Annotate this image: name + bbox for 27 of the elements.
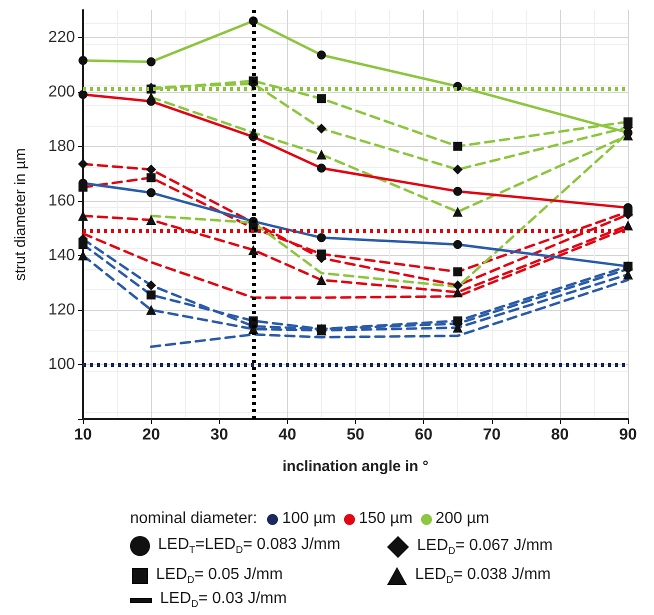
y-axis-title: strut diameter in µm <box>12 148 29 281</box>
x-tick-label: 60 <box>414 426 433 444</box>
text: LED$_{T}$=LED$_{D}$= 0.083 J/mm <box>158 536 340 556</box>
y-tick-label: 160 <box>48 192 76 210</box>
text: nominal diameter: <box>130 510 258 528</box>
text: LED$_{D}$= 0.05 J/mm <box>156 566 283 586</box>
x-tick-label: 70 <box>482 426 501 444</box>
x-tick-label: 10 <box>74 426 92 444</box>
x-tick-label: 30 <box>210 426 228 444</box>
text: 150 µm <box>358 510 413 528</box>
x-tick-label: 40 <box>278 426 296 444</box>
y-tick-label: 100 <box>48 356 76 373</box>
text: 200 µm <box>436 510 490 528</box>
y-tick-label: 180 <box>48 138 76 155</box>
text: LED$_{D}$= 0.03 J/mm <box>160 590 287 610</box>
y-tick-label: 220 <box>48 28 76 46</box>
text: LED$_{D}$= 0.038 J/mm <box>415 566 551 586</box>
y-tick-label: 140 <box>48 246 76 264</box>
x-tick-label: 90 <box>619 426 637 444</box>
y-tick-label: 120 <box>48 301 76 318</box>
x-tick-label: 80 <box>550 426 569 444</box>
x-tick-label: 50 <box>346 426 364 444</box>
x-tick-label: 20 <box>142 426 160 444</box>
x-axis-title: inclination angle in ° <box>282 458 429 475</box>
text: 100 µm <box>282 510 336 528</box>
y-tick-label: 200 <box>48 83 76 100</box>
text: LED$_{D}$= 0.067 J/mm <box>417 536 553 558</box>
